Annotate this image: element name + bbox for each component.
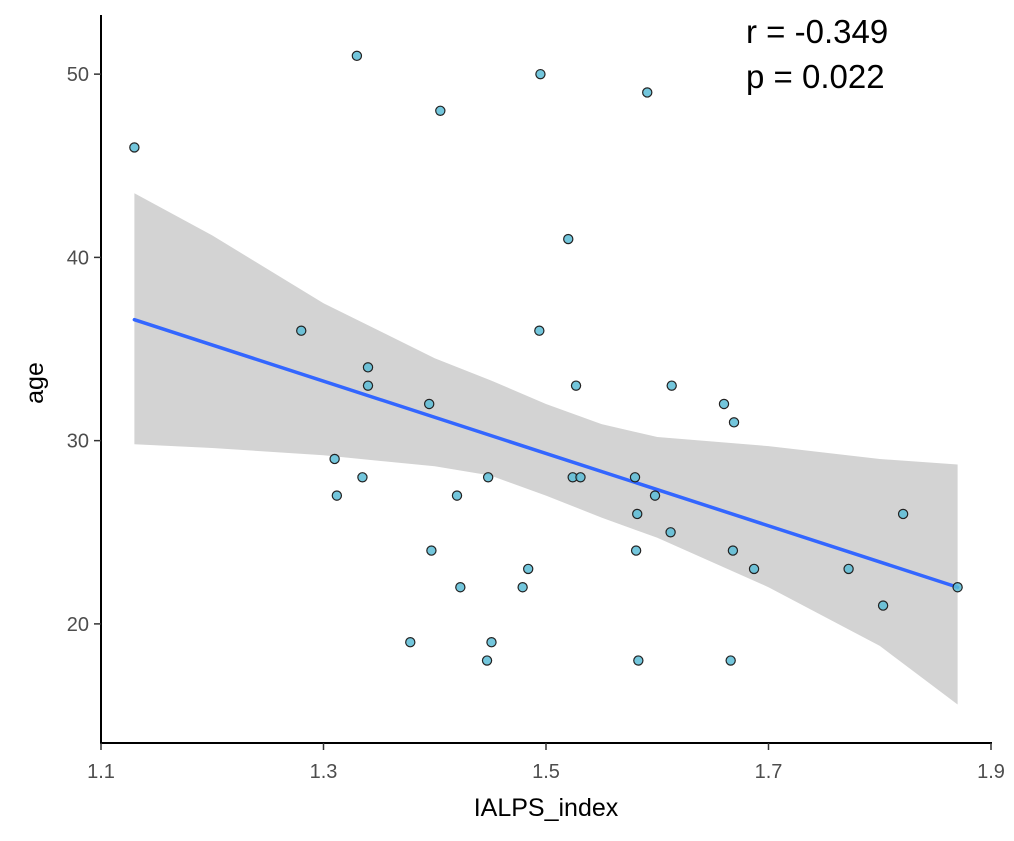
- fit-line-layer: [132, 317, 960, 589]
- data-point: [129, 142, 140, 153]
- data-point: [329, 453, 340, 465]
- confidence-band-layer: [134, 193, 958, 705]
- annotation-p-value: p = 0.022: [746, 58, 885, 95]
- y-tick-label: 40: [67, 247, 89, 269]
- data-point: [423, 398, 435, 410]
- y-axis-title: age: [21, 362, 49, 404]
- data-point: [748, 563, 760, 575]
- data-point: [897, 508, 909, 520]
- data-point: [877, 600, 889, 611]
- data-point: [952, 582, 963, 593]
- data-point: [728, 417, 740, 428]
- data-point: [482, 472, 494, 483]
- y-tick-label: 50: [67, 64, 89, 86]
- data-point: [486, 637, 497, 648]
- data-point: [632, 508, 643, 520]
- data-point: [405, 637, 416, 648]
- data-point: [362, 362, 374, 373]
- x-tick-label: 1.9: [977, 761, 1005, 783]
- data-point: [649, 490, 661, 501]
- data-point: [534, 325, 545, 336]
- data-points-layer: [129, 50, 963, 666]
- x-axis-title: IALPS_index: [474, 794, 619, 822]
- data-point: [575, 472, 586, 483]
- confidence-band: [134, 193, 958, 705]
- data-point: [331, 490, 343, 501]
- data-point: [725, 655, 736, 666]
- data-point: [362, 380, 374, 391]
- data-point: [435, 105, 446, 116]
- x-tick-label: 1.1: [87, 761, 115, 783]
- data-point: [351, 50, 363, 62]
- data-point: [629, 472, 641, 483]
- data-point: [718, 398, 730, 410]
- data-point: [665, 527, 676, 538]
- data-point: [517, 582, 528, 593]
- data-point: [451, 490, 463, 501]
- data-point: [535, 68, 546, 80]
- regression-line: [132, 317, 960, 589]
- data-point: [455, 582, 466, 593]
- ticks-layer: 1.1 1.3 1.5 1.7 1.9 20 30 40 50: [67, 64, 1005, 783]
- y-tick-label: 30: [67, 431, 89, 453]
- data-point: [357, 472, 368, 483]
- data-point: [843, 563, 854, 575]
- data-point: [570, 380, 582, 391]
- data-point: [666, 380, 677, 391]
- x-tick-label: 1.3: [310, 761, 338, 783]
- annotation-r-value: r = -0.349: [746, 13, 888, 50]
- data-point: [642, 87, 653, 98]
- data-point: [633, 655, 644, 666]
- data-point: [727, 545, 739, 556]
- data-point: [481, 655, 493, 666]
- y-tick-label: 20: [67, 614, 89, 636]
- data-point: [296, 325, 307, 336]
- data-point: [523, 563, 534, 575]
- x-tick-label: 1.7: [755, 761, 783, 783]
- data-point: [563, 233, 574, 245]
- x-tick-label: 1.5: [532, 761, 560, 783]
- data-point: [426, 545, 437, 556]
- data-point: [630, 545, 642, 556]
